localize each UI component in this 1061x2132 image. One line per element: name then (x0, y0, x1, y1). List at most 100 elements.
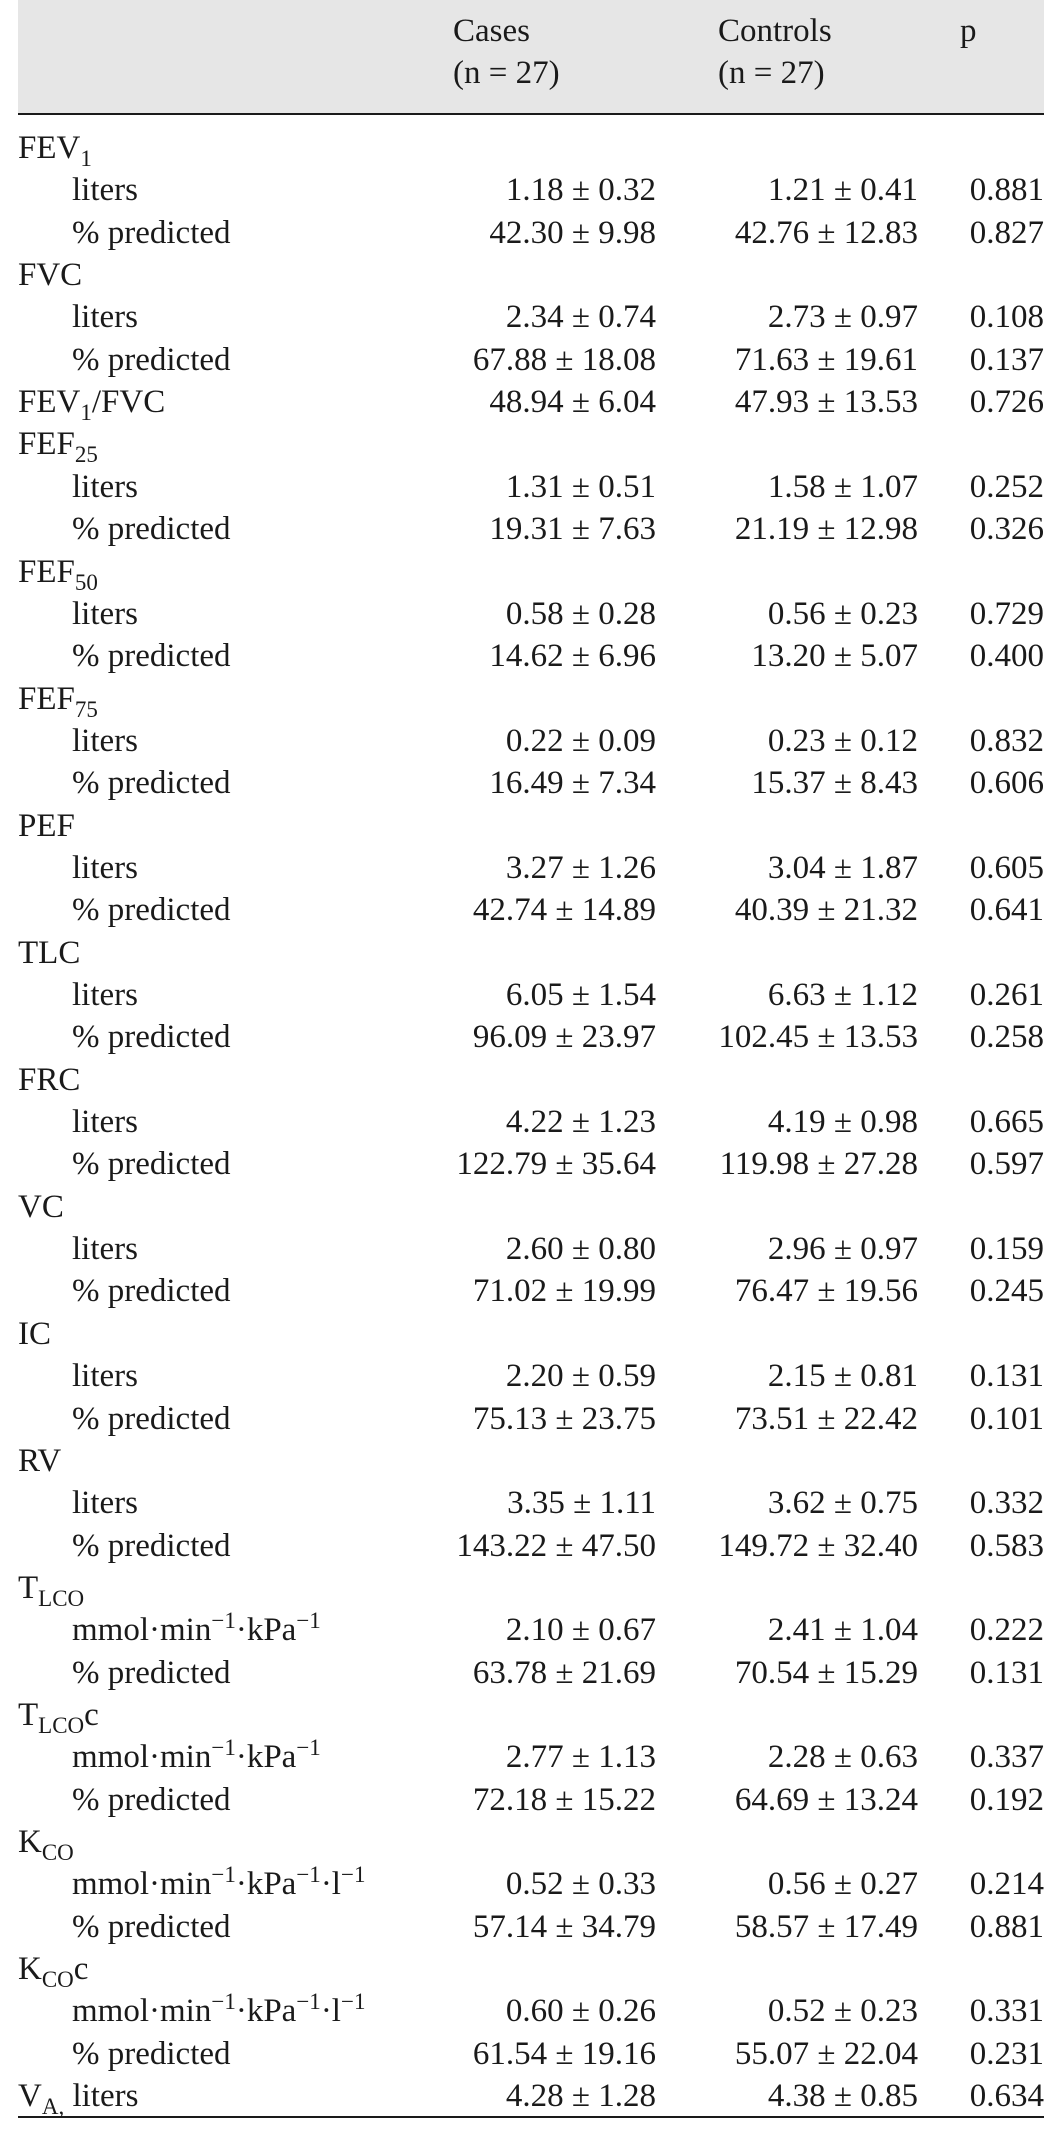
subscript: 75 (74, 696, 98, 722)
row-label: FVC (18, 257, 83, 294)
table-row: FEF75 (18, 679, 1044, 722)
controls-value: 6.63 ± 1.12 (767, 977, 918, 1013)
superscript: −1 (340, 1989, 366, 2015)
table-row: liters 2.20 ± 0.59 2.15 ± 0.81 0.131 (18, 1356, 1044, 1397)
row-label: mmol·min−1·kPa−1 (72, 1608, 321, 1649)
cases-value: 122.79 ± 35.64 (456, 1146, 656, 1183)
row-label: FEV1 (18, 130, 92, 171)
p-value: 0.881 (969, 1908, 1044, 1945)
row-label: TLCO (18, 1569, 85, 1611)
row-label: TLC (18, 934, 81, 971)
controls-value: 2.73 ± 0.97 (767, 299, 918, 336)
row-label: FEF75 (18, 680, 98, 722)
cases-value: 1.31 ± 0.51 (505, 468, 656, 505)
controls-value: 0.56 ± 0.27 (767, 1866, 918, 1903)
subscript: LCO (38, 1585, 85, 1611)
row-label: % predicted (72, 1908, 231, 1945)
table-row: liters 1.31 ± 0.51 1.58 ± 1.07 0.252 (18, 467, 1044, 508)
row-label: % predicted (72, 638, 231, 675)
row-label: FRC (18, 1061, 81, 1098)
header-controls-title: Controls (718, 13, 832, 49)
controls-value: 40.39 ± 21.32 (734, 892, 918, 929)
row-label: % predicted (72, 214, 231, 251)
controls-value: 2.96 ± 0.97 (767, 1231, 918, 1268)
cases-value: 4.28 ± 1.28 (505, 2078, 656, 2115)
table-row: KCO (18, 1822, 1044, 1865)
cases-value: 57.14 ± 34.79 (472, 1908, 656, 1945)
table-row: % predicted 63.78 ± 21.69 70.54 ± 15.29 0.1… (18, 1653, 1044, 1694)
p-value: 0.332 (969, 1485, 1044, 1522)
p-value: 0.137 (969, 341, 1044, 378)
header-cases: Cases (n = 27) (453, 10, 560, 94)
cases-value: 96.09 ± 23.97 (472, 1019, 656, 1056)
controls-value: 64.69 ± 13.24 (734, 1781, 918, 1818)
row-label: % predicted (72, 765, 231, 802)
cases-value: 3.27 ± 1.26 (505, 849, 656, 886)
p-value: 0.222 (969, 1612, 1044, 1649)
controls-value: 1.21 ± 0.41 (767, 172, 918, 209)
cases-value: 1.18 ± 0.32 (505, 172, 656, 209)
row-label: % predicted (72, 511, 231, 548)
superscript: −1 (211, 1735, 236, 1761)
table-row: liters 6.05 ± 1.54 6.63 ± 1.12 0.261 (18, 975, 1044, 1016)
cases-value: 3.35 ± 1.11 (507, 1485, 656, 1522)
table-row: TLC (18, 933, 1044, 974)
row-label: % predicted (72, 1400, 231, 1437)
table-row: liters 3.27 ± 1.26 3.04 ± 1.87 0.605 (18, 848, 1044, 889)
row-label: KCO (18, 1824, 74, 1865)
cases-value: 42.30 ± 9.98 (489, 214, 656, 251)
table-row: liters 0.58 ± 0.28 0.56 ± 0.23 0.729 (18, 594, 1044, 635)
header-controls-n: (n = 27) (718, 55, 825, 91)
controls-value: 21.19 ± 12.98 (734, 511, 918, 548)
row-label: FEF25 (18, 426, 98, 468)
row-label: % predicted (72, 1146, 231, 1183)
bottom-rule (18, 2116, 1044, 2118)
controls-value: 149.72 ± 32.40 (718, 1527, 918, 1564)
table-header: Cases (n = 27) Controls (n = 27) p (18, 0, 1044, 115)
p-value: 0.108 (969, 299, 1044, 336)
p-value: 0.261 (969, 977, 1044, 1013)
row-label: liters (72, 1485, 138, 1522)
p-value: 0.641 (969, 892, 1044, 929)
table-row: % predicted 72.18 ± 15.22 64.69 ± 13.24 0.1… (18, 1780, 1044, 1821)
row-label: KCOc (18, 1951, 89, 1993)
table-row: FEF25 (18, 424, 1044, 468)
p-value: 0.258 (969, 1019, 1044, 1056)
table-row: liters 2.34 ± 0.74 2.73 ± 0.97 0.108 (18, 297, 1044, 338)
controls-value: 1.58 ± 1.07 (767, 468, 918, 505)
cases-value: 6.05 ± 1.54 (505, 977, 656, 1013)
row-label: liters (72, 468, 138, 505)
p-value: 0.331 (969, 1993, 1044, 2030)
superscript: −1 (211, 1608, 236, 1634)
superscript: −1 (296, 1989, 321, 2015)
subscript: 50 (74, 569, 98, 595)
table-row: mmol·min−1·kPa−1 2.77 ± 1.13 2.28 ± 0.63 0.… (18, 1735, 1044, 1778)
cases-value: 2.20 ± 0.59 (505, 1358, 656, 1395)
table-row: FRC (18, 1060, 1044, 1101)
cases-value: 67.88 ± 18.08 (472, 341, 656, 378)
cases-value: 48.94 ± 6.04 (489, 384, 656, 421)
cases-value: 71.02 ± 19.99 (472, 1273, 656, 1310)
row-label: FEV1/FVC (18, 384, 166, 426)
p-value: 0.605 (969, 849, 1044, 886)
p-value: 0.634 (969, 2078, 1044, 2115)
table-row: VC (18, 1187, 1044, 1228)
p-value: 0.729 (969, 595, 1044, 632)
cases-value: 19.31 ± 7.63 (489, 511, 656, 548)
p-value: 0.726 (969, 384, 1044, 421)
p-value: 0.881 (969, 172, 1044, 209)
table-row: KCOc (18, 1949, 1044, 1993)
cases-value: 75.13 ± 23.75 (472, 1400, 656, 1437)
p-value: 0.245 (969, 1273, 1044, 1310)
row-label: liters (72, 1358, 138, 1395)
p-value: 0.832 (969, 722, 1044, 759)
cases-value: 0.60 ± 0.26 (505, 1993, 656, 2030)
table-row: % predicted 42.30 ± 9.98 42.76 ± 12.83 0.82… (18, 213, 1044, 254)
table-row: % predicted 122.79 ± 35.64 119.98 ± 27.28 0… (18, 1144, 1044, 1185)
controls-value: 73.51 ± 22.42 (734, 1400, 918, 1437)
controls-value: 102.45 ± 13.53 (718, 1019, 918, 1056)
controls-value: 71.63 ± 19.61 (734, 341, 918, 378)
cases-value: 2.60 ± 0.80 (505, 1231, 656, 1268)
table-row: liters 3.35 ± 1.11 3.62 ± 0.75 0.332 (18, 1483, 1044, 1524)
table-row: % predicted 16.49 ± 7.34 15.37 ± 8.43 0.606 (18, 763, 1044, 804)
